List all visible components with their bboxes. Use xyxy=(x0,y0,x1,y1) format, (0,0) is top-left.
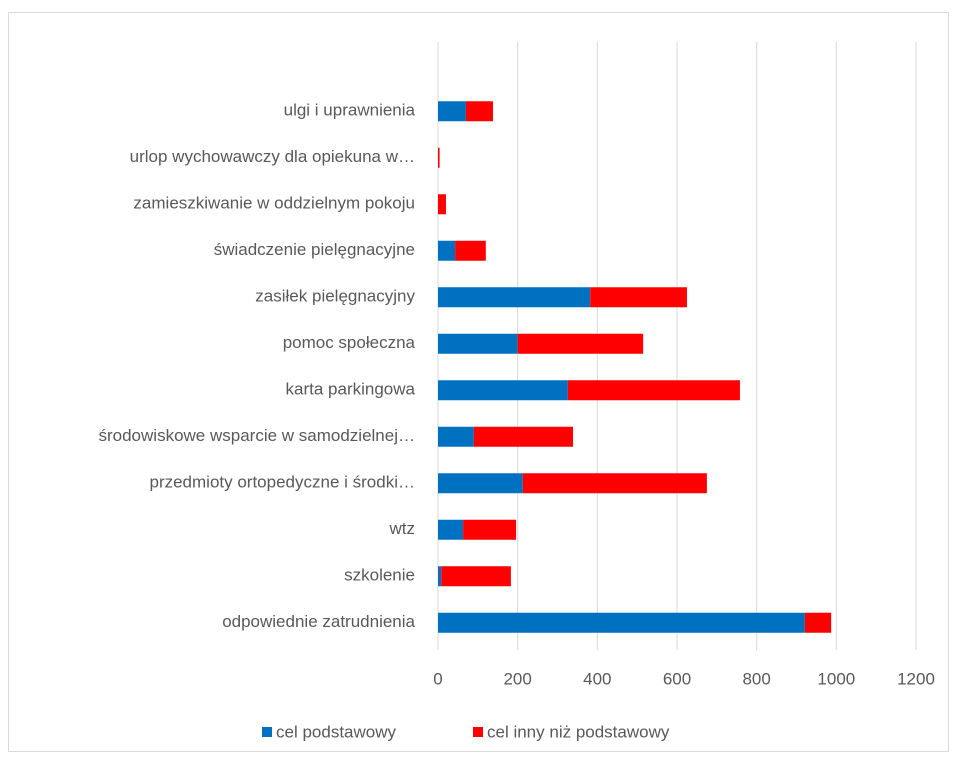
bar-segment xyxy=(438,194,446,215)
y-tick-label: środowiskowe wsparcie w samodzielnej… xyxy=(98,426,415,445)
bar-segment xyxy=(438,333,518,354)
bar-segment xyxy=(438,426,474,447)
legend-label: cel podstawowy xyxy=(276,722,397,741)
bar-segment xyxy=(455,240,486,261)
bar-segment xyxy=(522,473,707,494)
y-tick-label: karta parkingowa xyxy=(286,380,416,399)
bar-segment xyxy=(473,426,574,447)
bar-segment xyxy=(590,287,687,308)
x-tick-label: 600 xyxy=(663,669,691,688)
y-tick-label: zamieszkiwanie w oddzielnym pokoju xyxy=(133,194,415,213)
y-tick-label: odpowiednie zatrudnienia xyxy=(222,612,415,631)
x-tick-label: 200 xyxy=(503,669,531,688)
bar-segment xyxy=(804,612,832,633)
y-tick-label: przedmioty ortopedyczne i środki… xyxy=(149,473,415,492)
x-tick-label: 800 xyxy=(742,669,770,688)
y-tick-label: pomoc społeczna xyxy=(283,333,416,352)
bar-segment xyxy=(438,240,456,261)
bar-segment xyxy=(438,101,466,122)
bar-segment xyxy=(441,566,511,587)
y-tick-label: świadczenie pielęgnacyjne xyxy=(214,240,415,259)
legend-swatch xyxy=(473,727,483,737)
bar-segment xyxy=(517,333,644,354)
bar-segment xyxy=(438,380,568,401)
bar-segment xyxy=(438,473,523,494)
legend-label: cel inny niż podstawowy xyxy=(487,722,670,741)
x-tick-label: 1200 xyxy=(897,669,935,688)
x-tick-label: 400 xyxy=(583,669,611,688)
bar-segment xyxy=(438,519,464,540)
x-tick-label: 1000 xyxy=(817,669,855,688)
bar-segment xyxy=(438,147,440,168)
y-tick-label: urlop wychowawczy dla opiekuna w… xyxy=(130,147,415,166)
y-tick-label: szkolenie xyxy=(344,566,415,585)
x-tick-label: 0 xyxy=(433,669,442,688)
bar-segment xyxy=(438,287,591,308)
legend-swatch xyxy=(262,727,272,737)
y-tick-label: wtz xyxy=(389,519,416,538)
bar-segment xyxy=(567,380,740,401)
bar-segment xyxy=(463,519,517,540)
bar-segment xyxy=(438,612,805,633)
bar-segment xyxy=(438,566,442,587)
y-tick-label: zasiłek pielęgnacyjny xyxy=(255,287,415,306)
y-tick-label: ulgi i uprawnienia xyxy=(284,101,416,120)
bar-segment xyxy=(465,101,493,122)
